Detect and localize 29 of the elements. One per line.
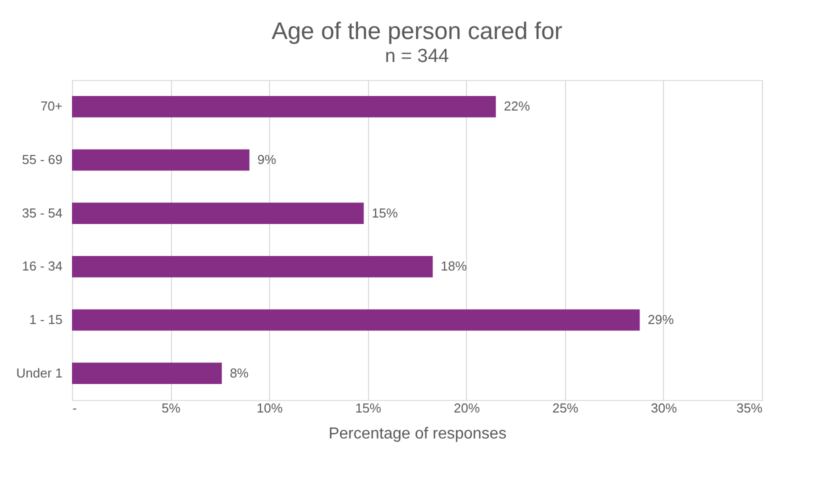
x-axis-title: Percentage of responses xyxy=(328,426,506,442)
x-tick-label: 30% xyxy=(650,400,678,416)
x-tick-label: 35% xyxy=(736,400,763,416)
bar xyxy=(72,256,433,278)
chart-title: Age of the person cared for xyxy=(272,18,562,45)
x-tick-label: - xyxy=(72,400,77,416)
data-label: 22% xyxy=(504,98,530,114)
x-tick-label: 15% xyxy=(355,400,382,416)
y-tick-label: Under 1 xyxy=(16,365,62,380)
x-tick-label: 20% xyxy=(454,400,480,416)
data-label: 18% xyxy=(440,258,468,274)
data-label: 8% xyxy=(230,365,250,380)
chart-subtitle: n = 344 xyxy=(385,46,450,67)
x-tick-label: 25% xyxy=(552,400,579,416)
y-tick-label: 35 - 54 xyxy=(22,205,62,220)
bar xyxy=(72,362,222,384)
y-tick-label: 1 - 15 xyxy=(29,312,62,327)
data-label: 9% xyxy=(257,152,277,167)
y-tick-label: 70+ xyxy=(40,98,62,114)
data-label: 15% xyxy=(372,205,398,220)
y-tick-label: 55 - 69 xyxy=(22,152,62,167)
x-tick-label: 10% xyxy=(256,400,284,416)
x-tick-label: 5% xyxy=(162,400,181,416)
bar xyxy=(72,149,250,171)
bar xyxy=(72,96,496,118)
bar xyxy=(72,202,364,224)
bar xyxy=(72,309,640,331)
y-tick-label: 16 - 34 xyxy=(22,258,62,274)
data-label: 29% xyxy=(648,312,674,327)
